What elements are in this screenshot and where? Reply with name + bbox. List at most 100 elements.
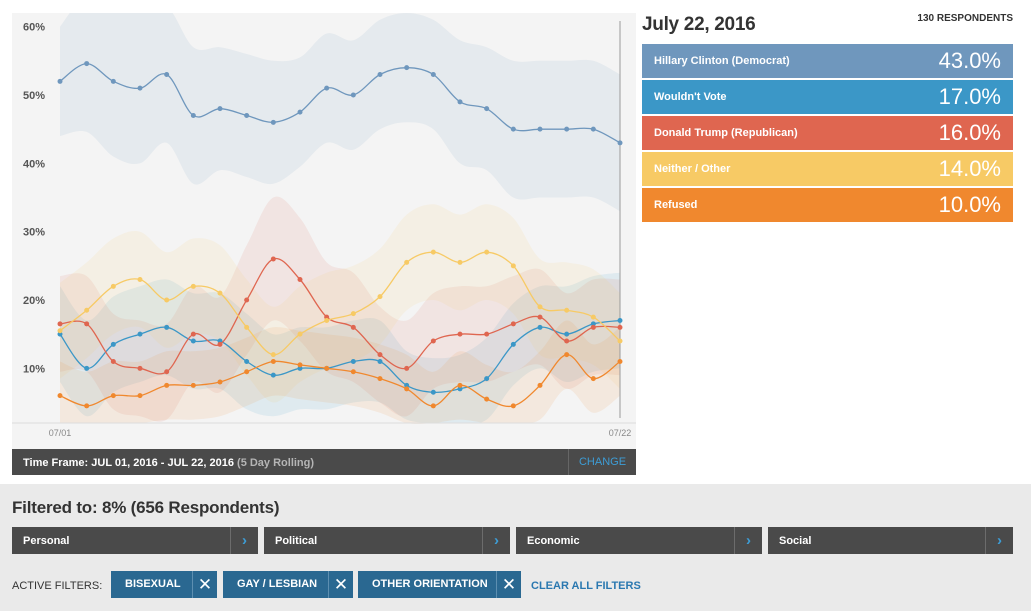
series-point — [217, 106, 223, 112]
series-point — [297, 109, 303, 115]
series-point — [484, 249, 490, 255]
series-point — [244, 359, 250, 364]
timeframe-label: Time Frame: JUL 01, 2016 - JUL 22, 2016 … — [23, 457, 314, 469]
clear-all-filters-link[interactable]: CLEAR ALL FILTERS — [531, 580, 641, 592]
y-tick-label: 20% — [23, 295, 45, 307]
series-point — [57, 328, 63, 334]
series-point — [270, 119, 276, 125]
series-point — [590, 376, 596, 382]
chart-svg: 10% 20% 30% 40% 50% 60% 07/01 07/22 — [12, 13, 636, 438]
series-point — [564, 331, 570, 337]
series-point — [110, 78, 116, 84]
y-tick-label: 60% — [23, 22, 45, 34]
series-point — [564, 352, 570, 358]
series-point — [510, 403, 516, 409]
series-point — [404, 382, 410, 388]
series-point — [190, 283, 196, 289]
filter-chip-other-orientation[interactable]: OTHER ORIENTATION ✕ — [358, 571, 521, 598]
series-point — [57, 393, 63, 399]
series-point — [377, 72, 383, 77]
series-point — [164, 72, 170, 77]
series-point — [377, 352, 383, 358]
series-line — [59, 251, 621, 356]
series-point — [270, 256, 276, 262]
result-row-neither: Neither / Other 14.0% — [642, 152, 1013, 186]
series-point — [510, 263, 516, 269]
result-percent: 14.0% — [938, 156, 1001, 181]
confidence-band — [60, 13, 620, 212]
series-point — [217, 379, 223, 385]
series-point — [377, 294, 383, 300]
series-point — [457, 331, 463, 337]
series-line — [59, 257, 621, 375]
y-tick-label: 30% — [23, 227, 45, 239]
series-point — [377, 359, 383, 364]
close-icon[interactable]: ✕ — [192, 571, 217, 598]
series-point — [590, 314, 596, 320]
series-point — [590, 321, 596, 327]
result-row-wouldnt-vote: Wouldn't Vote 17.0% — [642, 80, 1013, 114]
category-personal[interactable]: Personal › — [12, 527, 258, 554]
change-timeframe-button[interactable]: CHANGE — [568, 449, 636, 475]
category-label: Social — [779, 535, 812, 547]
series-point — [430, 72, 436, 77]
series-point — [430, 403, 436, 409]
series-point — [190, 382, 196, 388]
series-point — [404, 365, 410, 371]
series-point — [84, 321, 90, 327]
series-point — [430, 389, 436, 395]
close-icon[interactable]: ✕ — [328, 571, 353, 598]
chevron-right-icon[interactable]: › — [734, 527, 762, 554]
result-row-trump: Donald Trump (Republican) 16.0% — [642, 116, 1013, 150]
chevron-right-icon[interactable]: › — [985, 527, 1013, 554]
series-point — [484, 396, 490, 402]
series-point — [510, 341, 516, 347]
series-point — [537, 126, 543, 132]
result-name: Refused — [654, 199, 698, 211]
series-point — [57, 331, 63, 337]
results-date: July 22, 2016 — [642, 14, 756, 35]
series-point — [564, 126, 570, 132]
active-filters-label: ACTIVE FILTERS: — [12, 580, 103, 592]
series-point — [190, 113, 196, 118]
series-line — [59, 62, 621, 144]
series-point — [404, 259, 410, 265]
series-point — [57, 321, 63, 327]
series-point — [537, 324, 543, 330]
series-point — [297, 331, 303, 337]
series-point — [164, 297, 170, 303]
category-economic[interactable]: Economic › — [516, 527, 762, 554]
series-point — [84, 61, 90, 67]
series-point — [244, 297, 250, 303]
series-point — [164, 369, 170, 375]
results-list: Hillary Clinton (Democrat) 43.0% Wouldn'… — [642, 44, 1013, 224]
series-point — [217, 290, 223, 296]
series-point — [84, 307, 90, 313]
filter-chip-bisexual[interactable]: BISEXUAL ✕ — [111, 571, 217, 598]
series-point — [457, 99, 463, 105]
series-point — [590, 324, 596, 330]
x-tick-label: 07/22 — [609, 428, 632, 438]
chevron-right-icon[interactable]: › — [482, 527, 510, 554]
filter-chip-gay-lesbian[interactable]: GAY / LESBIAN ✕ — [223, 571, 353, 598]
series-point — [377, 376, 383, 382]
result-percent: 16.0% — [938, 120, 1001, 145]
series-point — [110, 341, 116, 347]
category-political[interactable]: Political › — [264, 527, 510, 554]
result-name: Hillary Clinton (Democrat) — [654, 55, 790, 67]
series-line — [59, 319, 621, 394]
y-tick-label: 40% — [23, 158, 45, 170]
series-point — [537, 382, 543, 388]
series-point — [270, 372, 276, 378]
close-icon[interactable]: ✕ — [496, 571, 521, 598]
confidence-band — [60, 272, 620, 424]
series-point — [617, 324, 623, 330]
series-point — [244, 369, 250, 375]
category-social[interactable]: Social › — [768, 527, 1013, 554]
result-percent: 17.0% — [938, 84, 1001, 109]
series-point — [297, 277, 303, 282]
chevron-right-icon[interactable]: › — [230, 527, 258, 554]
y-tick-label: 10% — [23, 363, 45, 375]
series-point — [137, 331, 143, 337]
series-point — [510, 126, 516, 132]
